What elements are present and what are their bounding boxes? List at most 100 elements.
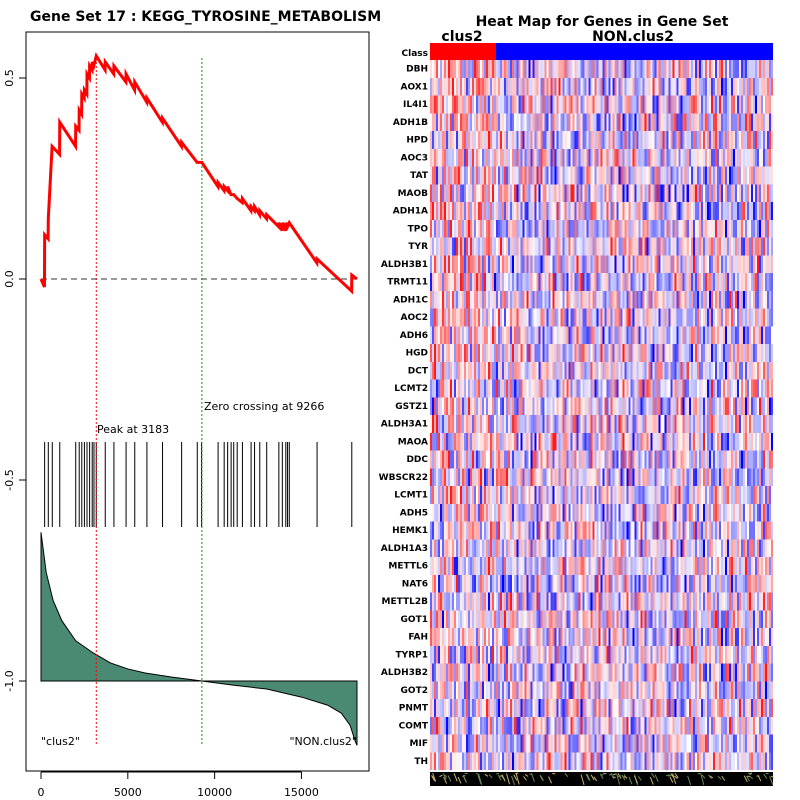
right-group-label: "NON.clus2" bbox=[289, 735, 357, 748]
gene-label: TYR bbox=[408, 242, 428, 252]
class-group-clus2-label: clus2 bbox=[441, 29, 482, 45]
sample-label-mark bbox=[666, 774, 670, 777]
sample-label-mark bbox=[651, 773, 655, 779]
x-tick-label: 15000 bbox=[284, 786, 319, 799]
sample-label-mark bbox=[513, 774, 518, 781]
sample-label-mark bbox=[669, 776, 674, 783]
gene-label: TAT bbox=[410, 171, 429, 181]
sample-label-mark bbox=[431, 775, 436, 781]
sample-label-mark bbox=[497, 774, 502, 781]
sample-label-mark bbox=[484, 773, 489, 777]
zero-crossing-label: Zero crossing at 9266 bbox=[204, 400, 324, 413]
sample-label-mark bbox=[721, 775, 726, 781]
sample-label-mark bbox=[499, 774, 503, 777]
sample-label-mark bbox=[548, 776, 552, 784]
sample-label-mark bbox=[462, 775, 467, 784]
sample-label-mark bbox=[667, 774, 672, 777]
peak-label: Peak at 3183 bbox=[97, 423, 169, 436]
sample-label-mark bbox=[511, 775, 516, 786]
gene-label: MAOB bbox=[398, 189, 429, 199]
x-tick-label: 5000 bbox=[114, 786, 142, 799]
sample-label-mark bbox=[453, 773, 458, 782]
sample-label-mark bbox=[701, 774, 706, 779]
sample-label-mark bbox=[488, 774, 493, 779]
sample-label-mark bbox=[601, 772, 605, 776]
sample-label-mark bbox=[457, 776, 462, 784]
gene-label: COMT bbox=[399, 721, 429, 731]
sample-label-mark bbox=[616, 773, 621, 785]
sample-label-mark bbox=[709, 775, 714, 779]
sample-label-mark bbox=[477, 775, 482, 785]
gene-label: ADH1C bbox=[393, 295, 428, 305]
class-bar bbox=[430, 43, 773, 60]
gene-label: DBH bbox=[406, 65, 428, 75]
class-row-label: Class bbox=[402, 49, 428, 59]
gene-label: LCMT1 bbox=[394, 491, 428, 501]
sample-label-mark bbox=[564, 772, 569, 778]
sample-label-mark bbox=[749, 775, 754, 780]
sample-label-mark bbox=[634, 775, 639, 784]
sample-label-mark bbox=[447, 775, 452, 782]
gene-label: ADH5 bbox=[400, 508, 428, 518]
gene-label: TRMT11 bbox=[387, 278, 428, 288]
gene-labels: DBH AOX1 IL4I1 ADH1B HPD AOC3 TAT MAOB ADH1A TPO T… bbox=[379, 65, 429, 767]
sample-label-mark bbox=[442, 773, 447, 780]
running-enrichment-score-line bbox=[39, 52, 358, 295]
class-group-non-clus2-label: NON.clus2 bbox=[592, 29, 674, 45]
sample-label-mark bbox=[769, 776, 774, 785]
sample-label-mark bbox=[617, 775, 622, 778]
gene-label: TH bbox=[414, 757, 428, 767]
gene-label: METTL6 bbox=[388, 562, 428, 572]
sample-label-mark bbox=[506, 773, 511, 785]
gene-label: AOC3 bbox=[401, 153, 428, 163]
gene-label: AOX1 bbox=[401, 82, 429, 92]
gene-label: GOT2 bbox=[401, 686, 428, 696]
gene-label: DCT bbox=[408, 366, 429, 376]
sample-label-mark bbox=[609, 773, 613, 776]
heatmap-title: Heat Map for Genes in Gene Set bbox=[476, 14, 729, 30]
gene-label: MAOA bbox=[398, 437, 428, 447]
y-tick-label: 0.0 bbox=[3, 270, 16, 288]
sample-label-mark bbox=[654, 774, 659, 782]
gene-label: DDC bbox=[406, 455, 428, 465]
enrichment-plot-title: Gene Set 17 : KEGG_TYROSINE_METABOLISM bbox=[30, 9, 381, 25]
sample-label-mark bbox=[763, 773, 768, 779]
heatmap-footer-strip bbox=[430, 772, 775, 786]
y-tick-label: -1.0 bbox=[3, 670, 16, 691]
class-bar-clus2 bbox=[430, 43, 496, 60]
sample-label-mark bbox=[757, 774, 762, 782]
y-tick-label: -0.5 bbox=[3, 469, 16, 490]
sample-label-mark bbox=[717, 775, 722, 780]
sample-label-strip bbox=[430, 772, 773, 786]
gene-label: GSTZ1 bbox=[395, 402, 428, 412]
gene-label: HEMK1 bbox=[392, 526, 428, 536]
gene-label: TYRP1 bbox=[396, 650, 428, 660]
gene-label: ADH1B bbox=[393, 118, 428, 128]
sample-label-mark bbox=[439, 774, 443, 778]
gene-label: ALDH3B2 bbox=[381, 668, 428, 678]
heatmap-grid bbox=[430, 60, 773, 770]
sample-label-mark bbox=[612, 773, 617, 776]
sample-label-mark bbox=[523, 776, 527, 781]
gene-label: METTL2B bbox=[382, 597, 429, 607]
sample-label-mark bbox=[770, 775, 775, 779]
gene-label: PNMT bbox=[399, 704, 429, 714]
sample-label-mark bbox=[529, 773, 533, 776]
sample-label-mark bbox=[700, 773, 705, 785]
gene-label: TPO bbox=[408, 224, 429, 234]
sample-label-mark bbox=[747, 772, 752, 776]
gene-label: IL4I1 bbox=[403, 100, 428, 110]
sample-label-mark bbox=[524, 774, 529, 777]
heatmap-cells bbox=[430, 60, 773, 770]
sample-label-mark bbox=[515, 773, 520, 785]
gene-label: ADH1A bbox=[393, 207, 428, 217]
sample-label-mark bbox=[628, 776, 633, 785]
x-axis: 0 5000 10000 15000 bbox=[38, 771, 319, 799]
sample-label-mark bbox=[743, 775, 748, 783]
sample-label-mark bbox=[649, 776, 654, 785]
sample-label-mark bbox=[746, 775, 750, 782]
class-bar-non-clus2 bbox=[496, 43, 773, 60]
sample-label-mark bbox=[672, 773, 677, 784]
sample-label-mark bbox=[599, 773, 604, 779]
